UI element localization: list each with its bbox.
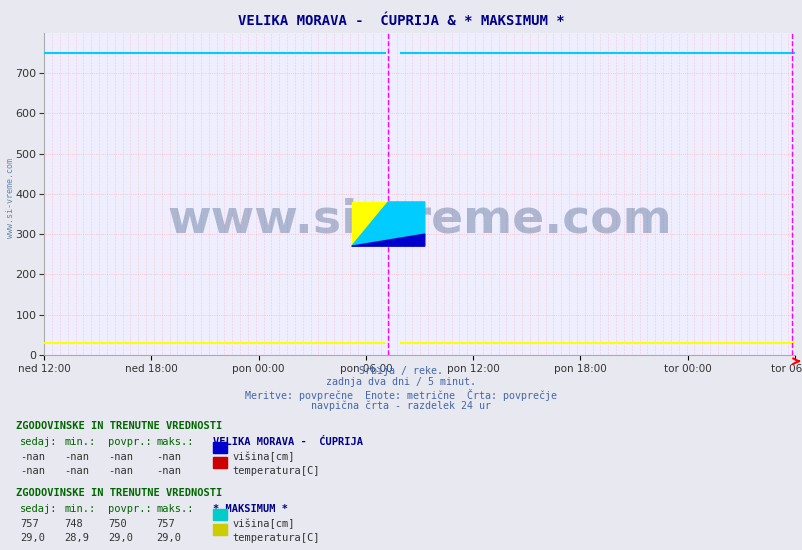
Text: 757: 757 bbox=[156, 519, 175, 529]
Text: VELIKA MORAVA -  ĆUPRIJA: VELIKA MORAVA - ĆUPRIJA bbox=[213, 437, 363, 447]
Text: maks.:: maks.: bbox=[156, 504, 194, 514]
Text: 748: 748 bbox=[64, 519, 83, 529]
Text: povpr.:: povpr.: bbox=[108, 437, 152, 447]
Text: -nan: -nan bbox=[108, 452, 133, 461]
Text: povpr.:: povpr.: bbox=[108, 504, 152, 514]
Text: VELIKA MORAVA -  ĆUPRIJA & * MAKSIMUM *: VELIKA MORAVA - ĆUPRIJA & * MAKSIMUM * bbox=[238, 14, 564, 28]
Text: -nan: -nan bbox=[108, 466, 133, 476]
Text: 29,0: 29,0 bbox=[20, 533, 45, 543]
Text: ZGODOVINSKE IN TRENUTNE VREDNOSTI: ZGODOVINSKE IN TRENUTNE VREDNOSTI bbox=[16, 488, 222, 498]
Text: sedaj:: sedaj: bbox=[20, 437, 58, 447]
Text: 29,0: 29,0 bbox=[108, 533, 133, 543]
Polygon shape bbox=[351, 202, 424, 246]
Text: -nan: -nan bbox=[156, 452, 181, 461]
Text: 28,9: 28,9 bbox=[64, 533, 89, 543]
Text: 750: 750 bbox=[108, 519, 127, 529]
Text: min.:: min.: bbox=[64, 437, 95, 447]
Polygon shape bbox=[351, 234, 424, 246]
Text: navpična črta - razdelek 24 ur: navpična črta - razdelek 24 ur bbox=[311, 400, 491, 411]
Text: Srbija / reke.: Srbija / reke. bbox=[359, 366, 443, 376]
Text: -nan: -nan bbox=[64, 452, 89, 461]
Text: višina[cm]: višina[cm] bbox=[233, 452, 295, 462]
Text: ZGODOVINSKE IN TRENUTNE VREDNOSTI: ZGODOVINSKE IN TRENUTNE VREDNOSTI bbox=[16, 421, 222, 431]
Text: višina[cm]: višina[cm] bbox=[233, 519, 295, 529]
Text: -nan: -nan bbox=[64, 466, 89, 476]
Polygon shape bbox=[351, 202, 388, 246]
Text: www.si-vreme.com: www.si-vreme.com bbox=[167, 197, 671, 242]
Text: min.:: min.: bbox=[64, 504, 95, 514]
Text: 757: 757 bbox=[20, 519, 38, 529]
Text: temperatura[C]: temperatura[C] bbox=[233, 533, 320, 543]
Text: -nan: -nan bbox=[20, 466, 45, 476]
Text: -nan: -nan bbox=[156, 466, 181, 476]
Text: maks.:: maks.: bbox=[156, 437, 194, 447]
Text: Meritve: povprečne  Enote: metrične  Črta: povprečje: Meritve: povprečne Enote: metrične Črta:… bbox=[245, 389, 557, 401]
Text: * MAKSIMUM *: * MAKSIMUM * bbox=[213, 504, 287, 514]
Text: -nan: -nan bbox=[20, 452, 45, 461]
Text: temperatura[C]: temperatura[C] bbox=[233, 466, 320, 476]
Text: www.si-vreme.com: www.si-vreme.com bbox=[6, 158, 15, 238]
Text: zadnja dva dni / 5 minut.: zadnja dva dni / 5 minut. bbox=[326, 377, 476, 387]
Text: 29,0: 29,0 bbox=[156, 533, 181, 543]
Text: sedaj:: sedaj: bbox=[20, 504, 58, 514]
